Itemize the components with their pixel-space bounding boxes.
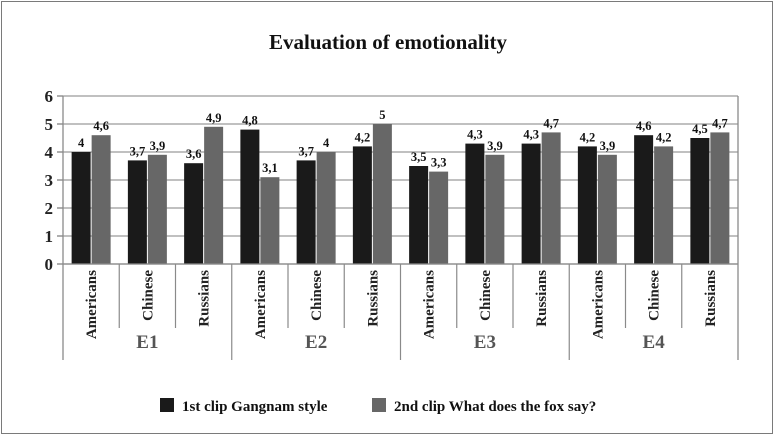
bar <box>429 171 449 264</box>
data-label: 4 <box>78 136 85 150</box>
data-label: 3,3 <box>431 156 447 170</box>
axes: 0 1 2 3 4 5 6 Americans Chinese Russians Americans… <box>45 87 739 360</box>
legend-swatch <box>372 398 386 412</box>
data-label: 3,9 <box>487 139 503 153</box>
legend-entry: 2nd clip What does the fox say? <box>394 399 596 415</box>
data-label: 3,7 <box>130 144 146 158</box>
data-label: 3,7 <box>298 144 314 158</box>
category-label: Russians <box>365 270 381 327</box>
category-label: Americans <box>422 270 438 339</box>
bar <box>577 146 597 264</box>
data-label: 4,7 <box>543 116 559 130</box>
bar <box>260 177 280 264</box>
data-label: 4,3 <box>467 128 483 142</box>
category-label: Americans <box>84 270 100 339</box>
category-label: Americans <box>590 270 606 339</box>
legend-swatch <box>160 398 174 412</box>
data-label: 3,6 <box>186 147 202 161</box>
bar <box>296 160 316 264</box>
data-label: 4,6 <box>93 119 109 133</box>
bar <box>690 138 710 264</box>
bar <box>409 166 429 264</box>
category-label: Chinese <box>140 270 156 321</box>
category-label: Chinese <box>478 270 494 321</box>
group-label: E2 <box>305 332 327 353</box>
y-tick-label: 2 <box>45 199 54 218</box>
category-label: Chinese <box>309 270 325 321</box>
bar <box>352 146 372 264</box>
bar <box>204 126 224 264</box>
data-label: 3,9 <box>600 139 616 153</box>
bar <box>634 135 654 264</box>
group-label: E4 <box>643 332 666 353</box>
grid-lines <box>63 95 738 265</box>
data-label: 4 <box>323 136 330 150</box>
data-label: 3,1 <box>262 161 278 175</box>
bar <box>465 143 485 264</box>
y-tick-label: 1 <box>45 227 54 246</box>
y-tick-label: 4 <box>45 143 54 162</box>
data-label: 4,2 <box>656 130 672 144</box>
bar <box>71 152 91 264</box>
bar <box>184 163 204 264</box>
category-label: Russians <box>703 270 719 327</box>
group-label: E3 <box>474 332 496 353</box>
data-label: 4,7 <box>712 116 728 130</box>
bar <box>710 132 730 264</box>
category-label: Russians <box>197 270 213 327</box>
category-label: Chinese <box>647 270 663 321</box>
group-label: E1 <box>136 332 158 353</box>
y-tick-label: 0 <box>45 255 54 274</box>
bar <box>127 160 147 264</box>
y-tick-label: 6 <box>45 87 54 106</box>
bar <box>316 152 336 264</box>
legend: 1st clip Gangnam style 2nd clip What does… <box>160 398 596 415</box>
y-tick-label: 5 <box>45 115 54 134</box>
data-label: 3,5 <box>411 150 427 164</box>
bar <box>240 129 260 264</box>
data-label: 4,5 <box>692 122 708 136</box>
bar <box>147 154 167 264</box>
bar <box>654 146 674 264</box>
bar <box>521 143 541 264</box>
category-label: Americans <box>253 270 269 339</box>
data-label: 4,2 <box>355 130 371 144</box>
bar <box>541 132 561 264</box>
y-tick-label: 3 <box>45 171 54 190</box>
data-label: 4,2 <box>580 130 596 144</box>
data-label: 4,8 <box>242 114 258 128</box>
category-label: Russians <box>534 270 550 327</box>
data-labels: 4 3,7 3,6 4,8 3,7 4,2 3,5 4,3 4,3 4,2 4,6 4,5 4,6 3,9… <box>78 108 728 175</box>
legend-entry: 1st clip Gangnam style <box>182 399 328 415</box>
data-label: 4,9 <box>206 111 222 125</box>
data-label: 4,3 <box>523 128 539 142</box>
bars <box>71 124 730 264</box>
data-label: 5 <box>379 108 385 122</box>
bar <box>372 124 392 264</box>
bar <box>597 154 617 264</box>
bar <box>91 135 111 264</box>
bar <box>485 154 505 264</box>
chart-title: Evaluation of emotionality <box>269 30 508 54</box>
data-label: 4,6 <box>636 119 652 133</box>
data-label: 3,9 <box>150 139 166 153</box>
